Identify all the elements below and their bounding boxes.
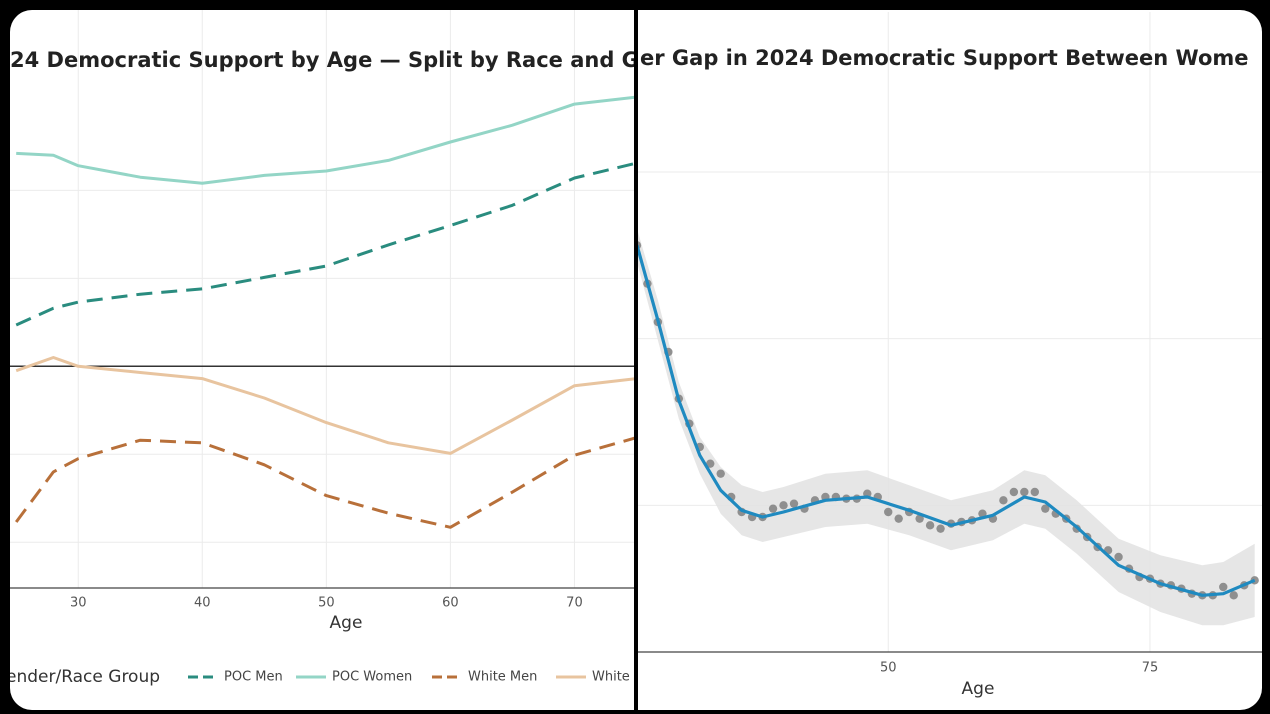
- legend-label: White: [592, 670, 630, 685]
- series-line: [15, 356, 634, 455]
- data-point: [915, 514, 924, 523]
- right-panel: 50 75 Age er Gap in 2024 Democratic Support…: [638, 10, 1262, 710]
- x-tick-label: 40: [194, 596, 211, 611]
- data-point: [1229, 591, 1238, 600]
- data-point: [706, 459, 715, 468]
- left-panel: 30 40 50 60 70 Age ender/Race Group POC Men POC …: [10, 10, 634, 710]
- chart-title: 24 Democratic Support by Age — Split by …: [10, 48, 634, 72]
- x-tick-label: 75: [1142, 661, 1159, 676]
- data-point: [1030, 487, 1040, 497]
- x-axis-title: Age: [962, 679, 995, 699]
- series-line: [14, 436, 634, 529]
- fit-line: [638, 244, 1256, 597]
- data-point: [779, 501, 788, 510]
- data-point: [1009, 487, 1019, 497]
- series-line: [15, 162, 634, 327]
- chart-title: er Gap in 2024 Democratic Support Betwee…: [640, 46, 1249, 70]
- chart: 50 75 Age er Gap in 2024 Democratic Support…: [638, 12, 1262, 699]
- legend-title: ender/Race Group: [10, 667, 160, 687]
- data-point: [1020, 487, 1029, 497]
- x-tick-label: 60: [442, 596, 459, 611]
- x-tick-label: 30: [70, 596, 87, 611]
- x-tick-label: 70: [566, 596, 583, 611]
- data-point: [1219, 582, 1228, 592]
- legend-label: POC Women: [332, 670, 412, 685]
- data-point: [999, 496, 1008, 505]
- series-line: [16, 95, 634, 185]
- legend-label: POC Men: [224, 670, 283, 685]
- legend-label: White Men: [468, 670, 537, 685]
- data-point: [894, 514, 903, 523]
- data-point: [1114, 552, 1123, 562]
- data-point: [768, 504, 778, 513]
- data-point: [716, 469, 725, 478]
- x-tick-label: 50: [318, 596, 335, 611]
- data-point: [925, 521, 935, 530]
- confidence-band: [638, 232, 1255, 626]
- data-point: [936, 524, 945, 533]
- data-point: [884, 507, 893, 517]
- x-axis-title: Age: [330, 613, 363, 633]
- data-point: [1041, 504, 1050, 513]
- data-point: [789, 499, 799, 508]
- x-tick-label: 50: [880, 661, 897, 676]
- chart: 30 40 50 60 70 Age ender/Race Group POC Men POC …: [10, 10, 634, 687]
